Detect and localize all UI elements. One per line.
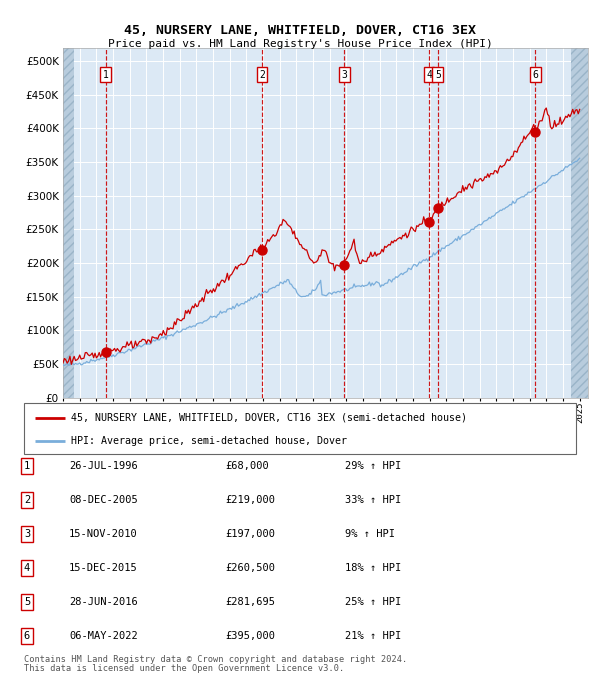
Text: 45, NURSERY LANE, WHITFIELD, DOVER, CT16 3EX: 45, NURSERY LANE, WHITFIELD, DOVER, CT16…: [124, 24, 476, 37]
Text: £68,000: £68,000: [225, 461, 269, 471]
Text: 08-DEC-2005: 08-DEC-2005: [69, 495, 138, 505]
Text: 1: 1: [103, 69, 109, 80]
Text: 15-DEC-2015: 15-DEC-2015: [69, 563, 138, 573]
Text: 28-JUN-2016: 28-JUN-2016: [69, 597, 138, 607]
Text: £197,000: £197,000: [225, 529, 275, 539]
Text: £395,000: £395,000: [225, 631, 275, 641]
Text: 26-JUL-1996: 26-JUL-1996: [69, 461, 138, 471]
Text: 5: 5: [435, 69, 441, 80]
Text: 5: 5: [24, 597, 30, 607]
Text: £281,695: £281,695: [225, 597, 275, 607]
Text: This data is licensed under the Open Government Licence v3.0.: This data is licensed under the Open Gov…: [24, 664, 344, 673]
Text: £260,500: £260,500: [225, 563, 275, 573]
Text: 21% ↑ HPI: 21% ↑ HPI: [345, 631, 401, 641]
Text: 25% ↑ HPI: 25% ↑ HPI: [345, 597, 401, 607]
Text: HPI: Average price, semi-detached house, Dover: HPI: Average price, semi-detached house,…: [71, 437, 347, 447]
Text: 4: 4: [426, 69, 432, 80]
Text: 2: 2: [259, 69, 265, 80]
Text: 9% ↑ HPI: 9% ↑ HPI: [345, 529, 395, 539]
Text: 3: 3: [24, 529, 30, 539]
Text: 15-NOV-2010: 15-NOV-2010: [69, 529, 138, 539]
FancyBboxPatch shape: [24, 403, 576, 454]
Text: 33% ↑ HPI: 33% ↑ HPI: [345, 495, 401, 505]
Text: 2: 2: [24, 495, 30, 505]
Text: 29% ↑ HPI: 29% ↑ HPI: [345, 461, 401, 471]
Text: 3: 3: [341, 69, 347, 80]
Bar: [571, 48, 596, 398]
Text: 1: 1: [24, 461, 30, 471]
Text: 06-MAY-2022: 06-MAY-2022: [69, 631, 138, 641]
Bar: [63, 48, 74, 398]
Text: 4: 4: [24, 563, 30, 573]
Text: £219,000: £219,000: [225, 495, 275, 505]
Text: 6: 6: [24, 631, 30, 641]
Text: 18% ↑ HPI: 18% ↑ HPI: [345, 563, 401, 573]
Text: 6: 6: [532, 69, 538, 80]
Text: Price paid vs. HM Land Registry's House Price Index (HPI): Price paid vs. HM Land Registry's House …: [107, 39, 493, 49]
Text: Contains HM Land Registry data © Crown copyright and database right 2024.: Contains HM Land Registry data © Crown c…: [24, 655, 407, 664]
Text: 45, NURSERY LANE, WHITFIELD, DOVER, CT16 3EX (semi-detached house): 45, NURSERY LANE, WHITFIELD, DOVER, CT16…: [71, 413, 467, 422]
